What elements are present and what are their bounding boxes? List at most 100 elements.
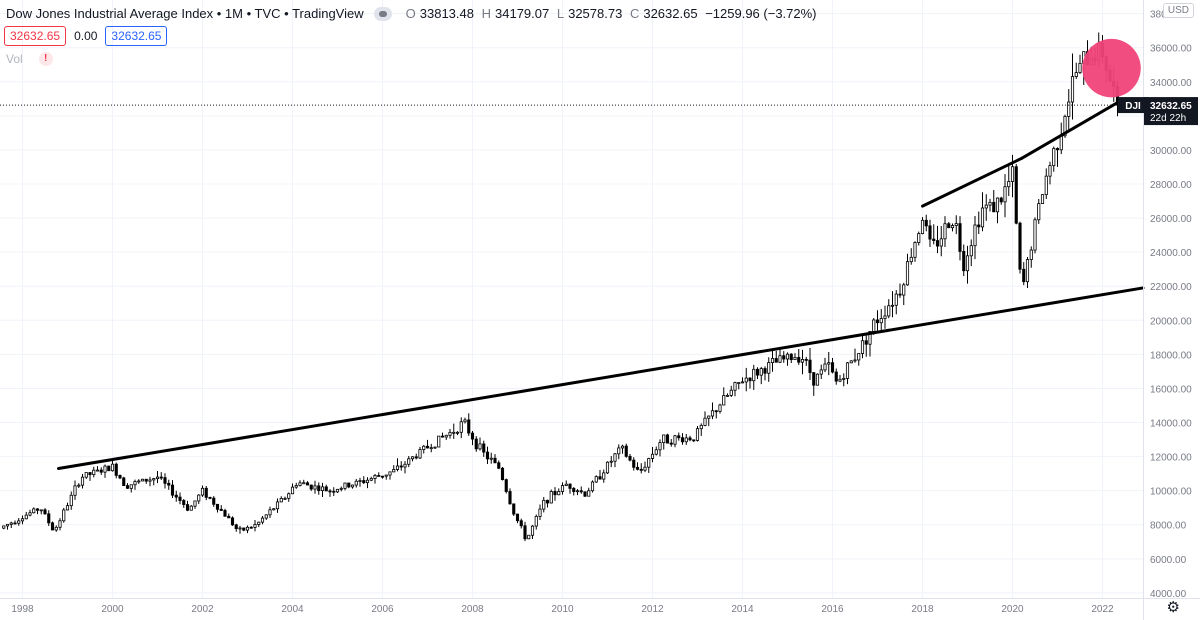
candle-body xyxy=(1029,249,1033,260)
candle-body xyxy=(954,223,958,226)
candle-body xyxy=(395,465,400,470)
candle-body xyxy=(617,447,621,455)
sell-price-box[interactable]: 32632.65 xyxy=(4,26,67,46)
candle-body xyxy=(268,509,272,516)
candle-body xyxy=(504,479,508,492)
currency-selector[interactable]: USD xyxy=(1162,3,1194,18)
candle-body xyxy=(1078,62,1082,74)
candle-body xyxy=(242,527,246,531)
grid xyxy=(0,0,1143,598)
candle-body xyxy=(377,475,381,477)
candle-body xyxy=(830,362,835,373)
candle-body xyxy=(624,445,628,457)
candle-body xyxy=(950,225,955,229)
candle-body xyxy=(174,494,178,498)
candle-body xyxy=(189,505,193,511)
x-tick-label: 2006 xyxy=(371,604,394,615)
candle-body xyxy=(692,439,696,442)
candle-body xyxy=(883,315,887,319)
candle-body xyxy=(819,369,823,375)
x-tick-label: 2016 xyxy=(821,604,844,615)
candle-body xyxy=(980,207,985,228)
candle-body xyxy=(178,496,182,501)
volume-indicator[interactable]: Vol ! xyxy=(6,52,53,66)
buy-price-box[interactable]: 32632.65 xyxy=(105,26,168,46)
candle-body xyxy=(230,517,235,526)
candle-body xyxy=(992,201,996,213)
candle-body xyxy=(1052,148,1056,167)
candle-body xyxy=(887,305,891,317)
candle-body xyxy=(140,478,145,482)
candle-body xyxy=(129,484,133,489)
candle-body xyxy=(448,431,452,436)
high-value: 34179.07 xyxy=(495,6,550,21)
candle-body xyxy=(662,434,666,444)
candle-body xyxy=(680,437,685,443)
candle-body xyxy=(155,476,160,480)
candle-body xyxy=(125,485,130,489)
candle-body xyxy=(114,463,118,476)
candle-body xyxy=(898,293,902,296)
candle-body xyxy=(917,233,921,243)
price-boxes: 32632.65 0.00 32632.65 xyxy=(4,26,168,46)
low-value: 32578.73 xyxy=(568,6,623,21)
close-value: 32632.65 xyxy=(643,6,698,21)
eye-icon[interactable] xyxy=(373,6,392,21)
candle-body xyxy=(894,293,898,306)
gear-icon[interactable]: ⚙ xyxy=(1166,599,1180,616)
candle-body xyxy=(703,417,707,426)
candle-body xyxy=(1022,268,1026,283)
chart-header: Dow Jones Industrial Average Index • 1M … xyxy=(6,6,821,21)
candle-body xyxy=(707,415,711,419)
candle-body xyxy=(684,437,688,443)
symbol-title[interactable]: Dow Jones Industrial Average Index • 1M … xyxy=(6,6,364,21)
candle-body xyxy=(572,487,576,492)
candle-body xyxy=(714,410,718,413)
candle-body xyxy=(358,480,362,482)
y-tick-label: 24000.00 xyxy=(1150,248,1192,259)
candle-body xyxy=(632,459,636,468)
y-tick-label: 12000.00 xyxy=(1150,453,1192,464)
warning-icon[interactable]: ! xyxy=(38,52,53,66)
price-axis[interactable]: 4000.00 6000.00 8000.00 10000.00 12000.00 140… xyxy=(1143,0,1193,620)
candle-body xyxy=(58,520,62,528)
candle-body xyxy=(343,482,347,489)
candle-body xyxy=(782,355,786,360)
candle-body xyxy=(977,224,981,228)
candle-body xyxy=(122,477,126,486)
candle-body xyxy=(463,419,467,423)
y-tick-label: 4000.00 xyxy=(1150,589,1187,600)
candle-body xyxy=(223,510,227,517)
candle-body xyxy=(564,483,568,486)
candle-body xyxy=(853,359,857,362)
candle-body xyxy=(283,497,287,500)
candle-body xyxy=(1003,186,1007,203)
candle-body xyxy=(943,223,947,240)
candle-body xyxy=(643,466,647,471)
candle-body xyxy=(620,445,625,449)
candle-body xyxy=(748,377,752,382)
candle-body xyxy=(365,479,370,484)
candle-body xyxy=(313,485,317,490)
candle-body xyxy=(212,497,216,505)
candle-body xyxy=(797,357,801,363)
candle-body xyxy=(324,486,328,492)
candle-body xyxy=(103,465,107,473)
candle-body xyxy=(838,378,842,382)
candle-body xyxy=(590,481,595,492)
time-axis[interactable]: 1998 2000 2002 2004 2006 2008 2010 2012 2014 2016… xyxy=(0,598,1200,616)
candle-body xyxy=(437,435,441,448)
candle-body xyxy=(2,525,6,529)
spread-value: 0.00 xyxy=(74,29,98,43)
candle-body xyxy=(422,445,426,450)
candle-body xyxy=(347,482,351,488)
candle-body xyxy=(39,509,43,512)
candle-body xyxy=(763,368,767,374)
y-tick-label: 28000.00 xyxy=(1150,180,1192,191)
y-tick-label: 10000.00 xyxy=(1150,487,1192,498)
candle-body xyxy=(647,458,651,468)
candle-body xyxy=(279,497,283,503)
candle-body xyxy=(459,421,463,433)
